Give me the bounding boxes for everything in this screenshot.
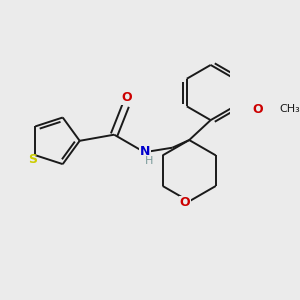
- Text: H: H: [145, 156, 154, 166]
- Text: O: O: [252, 103, 263, 116]
- Text: O: O: [179, 196, 190, 209]
- Text: O: O: [122, 92, 133, 104]
- Text: S: S: [28, 152, 37, 166]
- Text: CH₃: CH₃: [280, 104, 300, 114]
- Text: N: N: [140, 145, 150, 158]
